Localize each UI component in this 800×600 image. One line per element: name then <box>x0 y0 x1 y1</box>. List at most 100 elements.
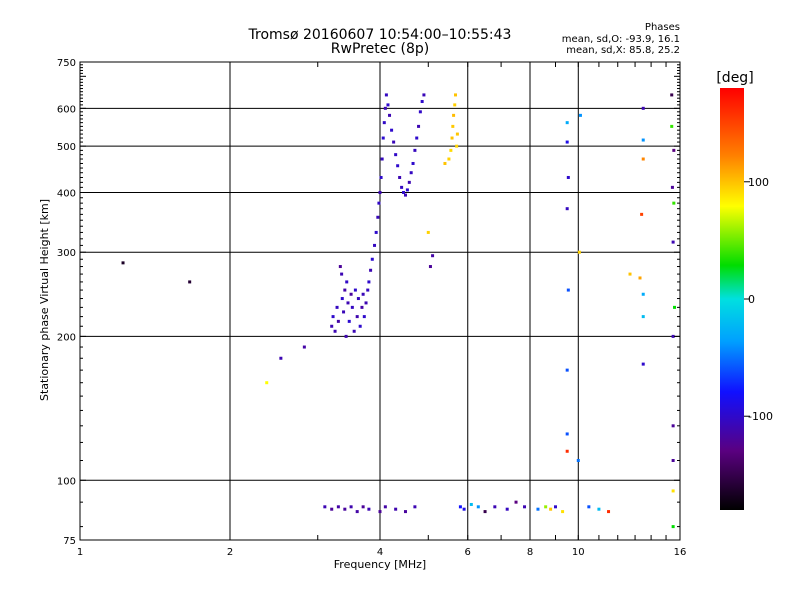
data-point <box>672 201 676 205</box>
data-point <box>373 243 377 247</box>
data-point <box>597 507 601 511</box>
data-point <box>673 305 677 309</box>
data-point <box>396 164 400 168</box>
data-point <box>398 175 402 179</box>
data-point <box>514 500 518 504</box>
data-point <box>565 432 569 436</box>
data-point <box>361 505 365 509</box>
data-point <box>411 161 415 165</box>
y-axis-label: Stationary phase Virtual Height [km] <box>38 199 51 401</box>
data-point <box>378 190 382 194</box>
data-point <box>641 106 645 110</box>
data-point <box>364 301 368 305</box>
data-point <box>428 265 432 269</box>
phase-heading: Phases <box>644 22 680 33</box>
data-point <box>409 171 413 175</box>
data-point <box>638 276 642 280</box>
data-point <box>367 280 371 284</box>
data-point <box>188 280 192 284</box>
data-point <box>353 288 357 292</box>
data-point <box>345 280 349 284</box>
y-tick-label: 400 <box>57 188 76 199</box>
x-tick-label: 16 <box>674 547 687 558</box>
data-point <box>670 93 674 97</box>
data-point <box>347 319 351 323</box>
data-point <box>455 144 459 148</box>
x-tick-label: 2 <box>227 547 233 558</box>
data-point <box>641 315 645 319</box>
colorbar <box>720 88 744 510</box>
data-point <box>362 315 366 319</box>
data-point <box>367 507 371 511</box>
data-point <box>462 507 466 511</box>
x-tick-label: 1 <box>77 547 83 558</box>
data-point <box>458 505 462 509</box>
data-point <box>343 288 347 292</box>
data-point <box>340 297 344 301</box>
data-point <box>379 175 383 179</box>
data-point <box>392 140 396 144</box>
data-point <box>453 103 457 107</box>
data-point <box>418 110 422 114</box>
data-point <box>380 157 384 161</box>
data-point <box>417 124 421 128</box>
data-point <box>452 113 456 117</box>
data-point <box>431 254 435 258</box>
data-point <box>383 106 387 110</box>
data-point <box>346 301 350 305</box>
y-tick-label: 600 <box>57 104 76 115</box>
data-point <box>587 505 591 509</box>
data-point <box>449 148 453 152</box>
data-point <box>671 424 675 428</box>
data-point <box>565 449 569 453</box>
data-point <box>343 507 347 511</box>
data-point <box>493 505 497 509</box>
phase-line-x: mean, sd,X: 85.8, 25.2 <box>566 45 680 56</box>
chart-title: Tromsø 20160607 10:54:00–10:55:43 <box>248 27 512 43</box>
data-point <box>369 268 373 272</box>
data-point <box>553 505 557 509</box>
x-tick-label: 8 <box>527 547 533 558</box>
x-axis-label: Frequency [MHz] <box>334 558 426 571</box>
data-point <box>549 507 553 511</box>
data-point <box>469 502 473 506</box>
data-point <box>331 315 335 319</box>
data-point <box>565 207 569 211</box>
data-point <box>333 329 337 333</box>
data-point <box>355 315 359 319</box>
data-point <box>426 230 430 234</box>
data-point <box>336 505 340 509</box>
data-point <box>265 381 269 385</box>
phase-line-o: mean, sd,O: -93.9, 16.1 <box>561 34 680 45</box>
data-point <box>523 505 527 509</box>
data-point <box>670 185 674 189</box>
data-point <box>344 334 348 338</box>
data-point <box>576 458 580 462</box>
data-point <box>407 180 411 184</box>
data-point <box>566 175 570 179</box>
data-point <box>565 140 569 144</box>
y-tick-label: 750 <box>57 58 76 69</box>
data-point <box>121 261 125 265</box>
data-point <box>350 305 354 309</box>
data-point <box>378 510 382 514</box>
data-point <box>671 240 675 244</box>
data-point <box>383 505 387 509</box>
data-point <box>402 190 406 194</box>
data-point <box>342 310 346 314</box>
data-point <box>377 201 381 205</box>
data-point <box>447 157 451 161</box>
data-point <box>544 505 548 509</box>
y-tick-label: 300 <box>57 248 76 259</box>
data-point <box>394 153 398 157</box>
data-point <box>413 148 417 152</box>
data-point <box>302 345 306 349</box>
data-point <box>394 507 398 511</box>
data-point <box>443 161 447 165</box>
data-point <box>358 324 362 328</box>
data-point <box>505 507 509 511</box>
data-point <box>640 212 644 216</box>
data-point <box>374 230 378 234</box>
data-point <box>390 128 394 132</box>
